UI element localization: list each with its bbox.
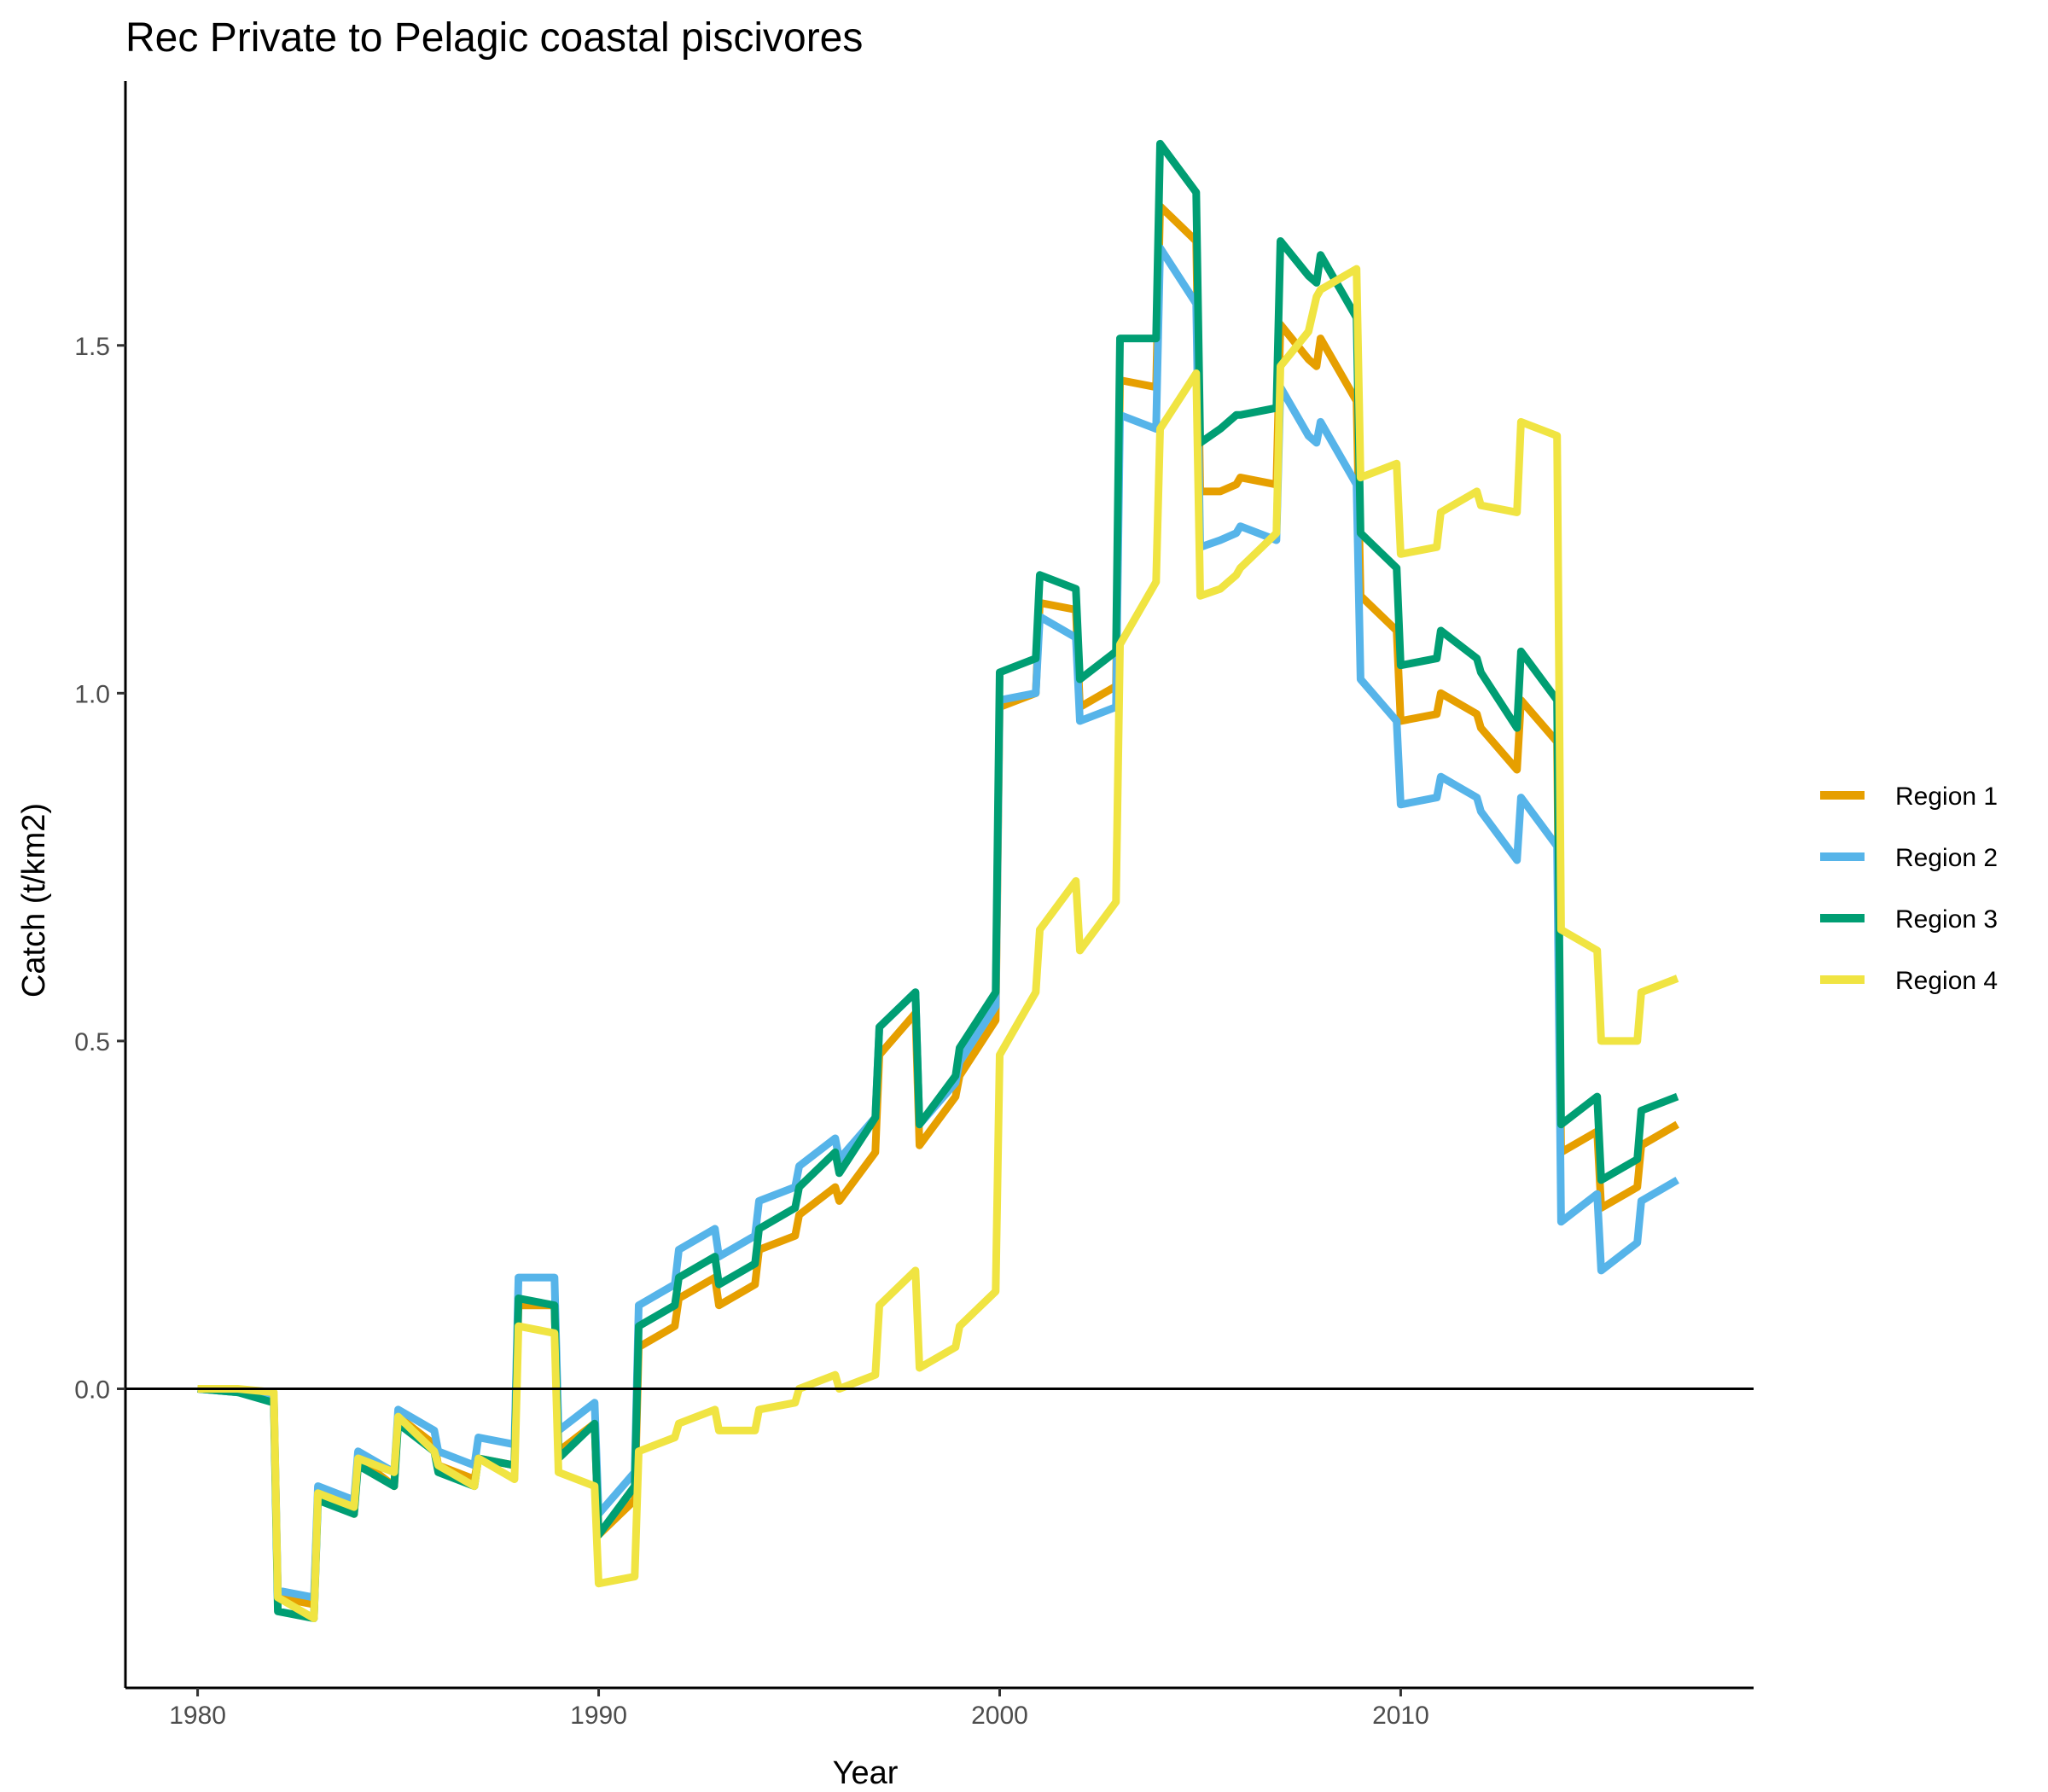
y-tick-label: 1.0	[74, 680, 110, 708]
y-axis-title: Catch (t/km2)	[16, 803, 52, 998]
plot-area: 1980 1990 2000 2010 0.0 0.5 1.0 1.5	[74, 81, 1754, 1730]
y-tick-label: 0.5	[74, 1028, 110, 1056]
x-tick-label: 2000	[971, 1702, 1028, 1730]
legend-label-region-3: Region 3	[1895, 905, 1998, 934]
x-tick-label: 2010	[1372, 1702, 1429, 1730]
x-tick-label: 1980	[169, 1702, 226, 1730]
y-tick-label: 1.5	[74, 333, 110, 361]
legend-label-region-2: Region 2	[1895, 844, 1998, 872]
series-line-region-4	[197, 265, 1679, 1622]
y-tick-label: 0.0	[74, 1376, 110, 1404]
series-layer	[197, 139, 1679, 1622]
x-axis-ticks: 1980 1990 2000 2010	[169, 1688, 1429, 1730]
y-axis-ticks: 0.0 0.5 1.0 1.5	[74, 333, 125, 1404]
x-tick-label: 1990	[570, 1702, 627, 1730]
legend-label-region-1: Region 1	[1895, 783, 1998, 811]
legend: Region 1 Region 2 Region 3 Region 4	[1820, 783, 1998, 995]
legend-label-region-4: Region 4	[1895, 967, 1998, 995]
x-axis-title: Year	[833, 1755, 899, 1791]
chart-title: Rec Private to Pelagic coastal piscivore…	[125, 15, 863, 61]
